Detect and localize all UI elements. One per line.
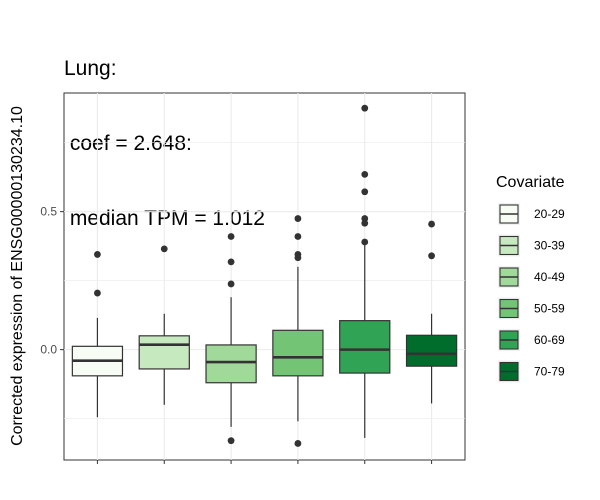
chart-title-line: median TPM = 1.012 [64,207,265,230]
legend-label: 50-59 [534,302,565,316]
y-tick-label: 0.0 [40,343,57,357]
outlier-point [428,220,435,228]
outlier-point [227,233,235,240]
box-30-39 [138,245,190,405]
legend-item-40-49: 40-49 [498,266,565,288]
legend-item-20-29: 20-29 [498,203,565,225]
outlier-point [160,245,168,253]
outlier-point [361,215,369,222]
outlier-point [294,254,302,262]
outlier-point [361,171,369,178]
chart-title-line: coef = 2.648: [64,132,192,155]
box-20-29 [71,251,124,418]
box-iqr [272,329,324,377]
outlier-point [94,289,101,297]
legend-label: 60-69 [534,333,565,347]
outlier-point [227,437,235,445]
plot-panel-border [63,92,466,461]
legend-item-70-79: 70-79 [498,360,565,383]
legend-label: 30-39 [534,239,565,253]
box-50-59 [272,215,324,447]
y-tick-label: 0.5 [40,205,57,219]
y-axis: 0.0 0.5 [40,205,64,357]
x-axis [96,460,433,464]
chart-title-line: Lung: [64,57,117,80]
outlier-point [294,440,302,447]
legend-label: 20-29 [534,207,565,221]
outlier-point [428,252,435,260]
box-iqr [339,320,391,374]
legend-label: 70-79 [534,365,565,379]
box-70-79 [405,220,458,404]
outlier-point [361,219,369,227]
outlier-point [361,238,369,246]
box-iqr [205,344,257,384]
outlier-point [227,258,235,266]
box-40-49 [205,233,257,445]
grid-lines [64,93,465,460]
legend-title: Covariate [496,174,565,191]
box-iqr [405,334,458,367]
outlier-point [294,215,302,222]
legend-label: 40-49 [534,270,565,284]
outlier-point [361,104,369,112]
legend-item-50-59: 50-59 [498,297,565,320]
boxes-group [71,104,458,447]
legend-item-60-69: 60-69 [498,329,565,351]
box-60-69 [339,104,391,438]
outlier-point [227,280,235,288]
outlier-point [361,188,369,196]
legend-item-30-39: 30-39 [498,234,565,257]
y-axis-label: Corrected expression of ENSG00000130234.… [9,106,26,446]
legend: Covariate 20-29 30-39 40-49 50-59 60-69 70-79 [496,174,565,383]
outlier-point [94,251,101,258]
chart-title: Lung: coef = 2.648: median TPM = 1.012 [64,6,265,256]
box-iqr [138,335,190,370]
outlier-point [294,233,302,240]
